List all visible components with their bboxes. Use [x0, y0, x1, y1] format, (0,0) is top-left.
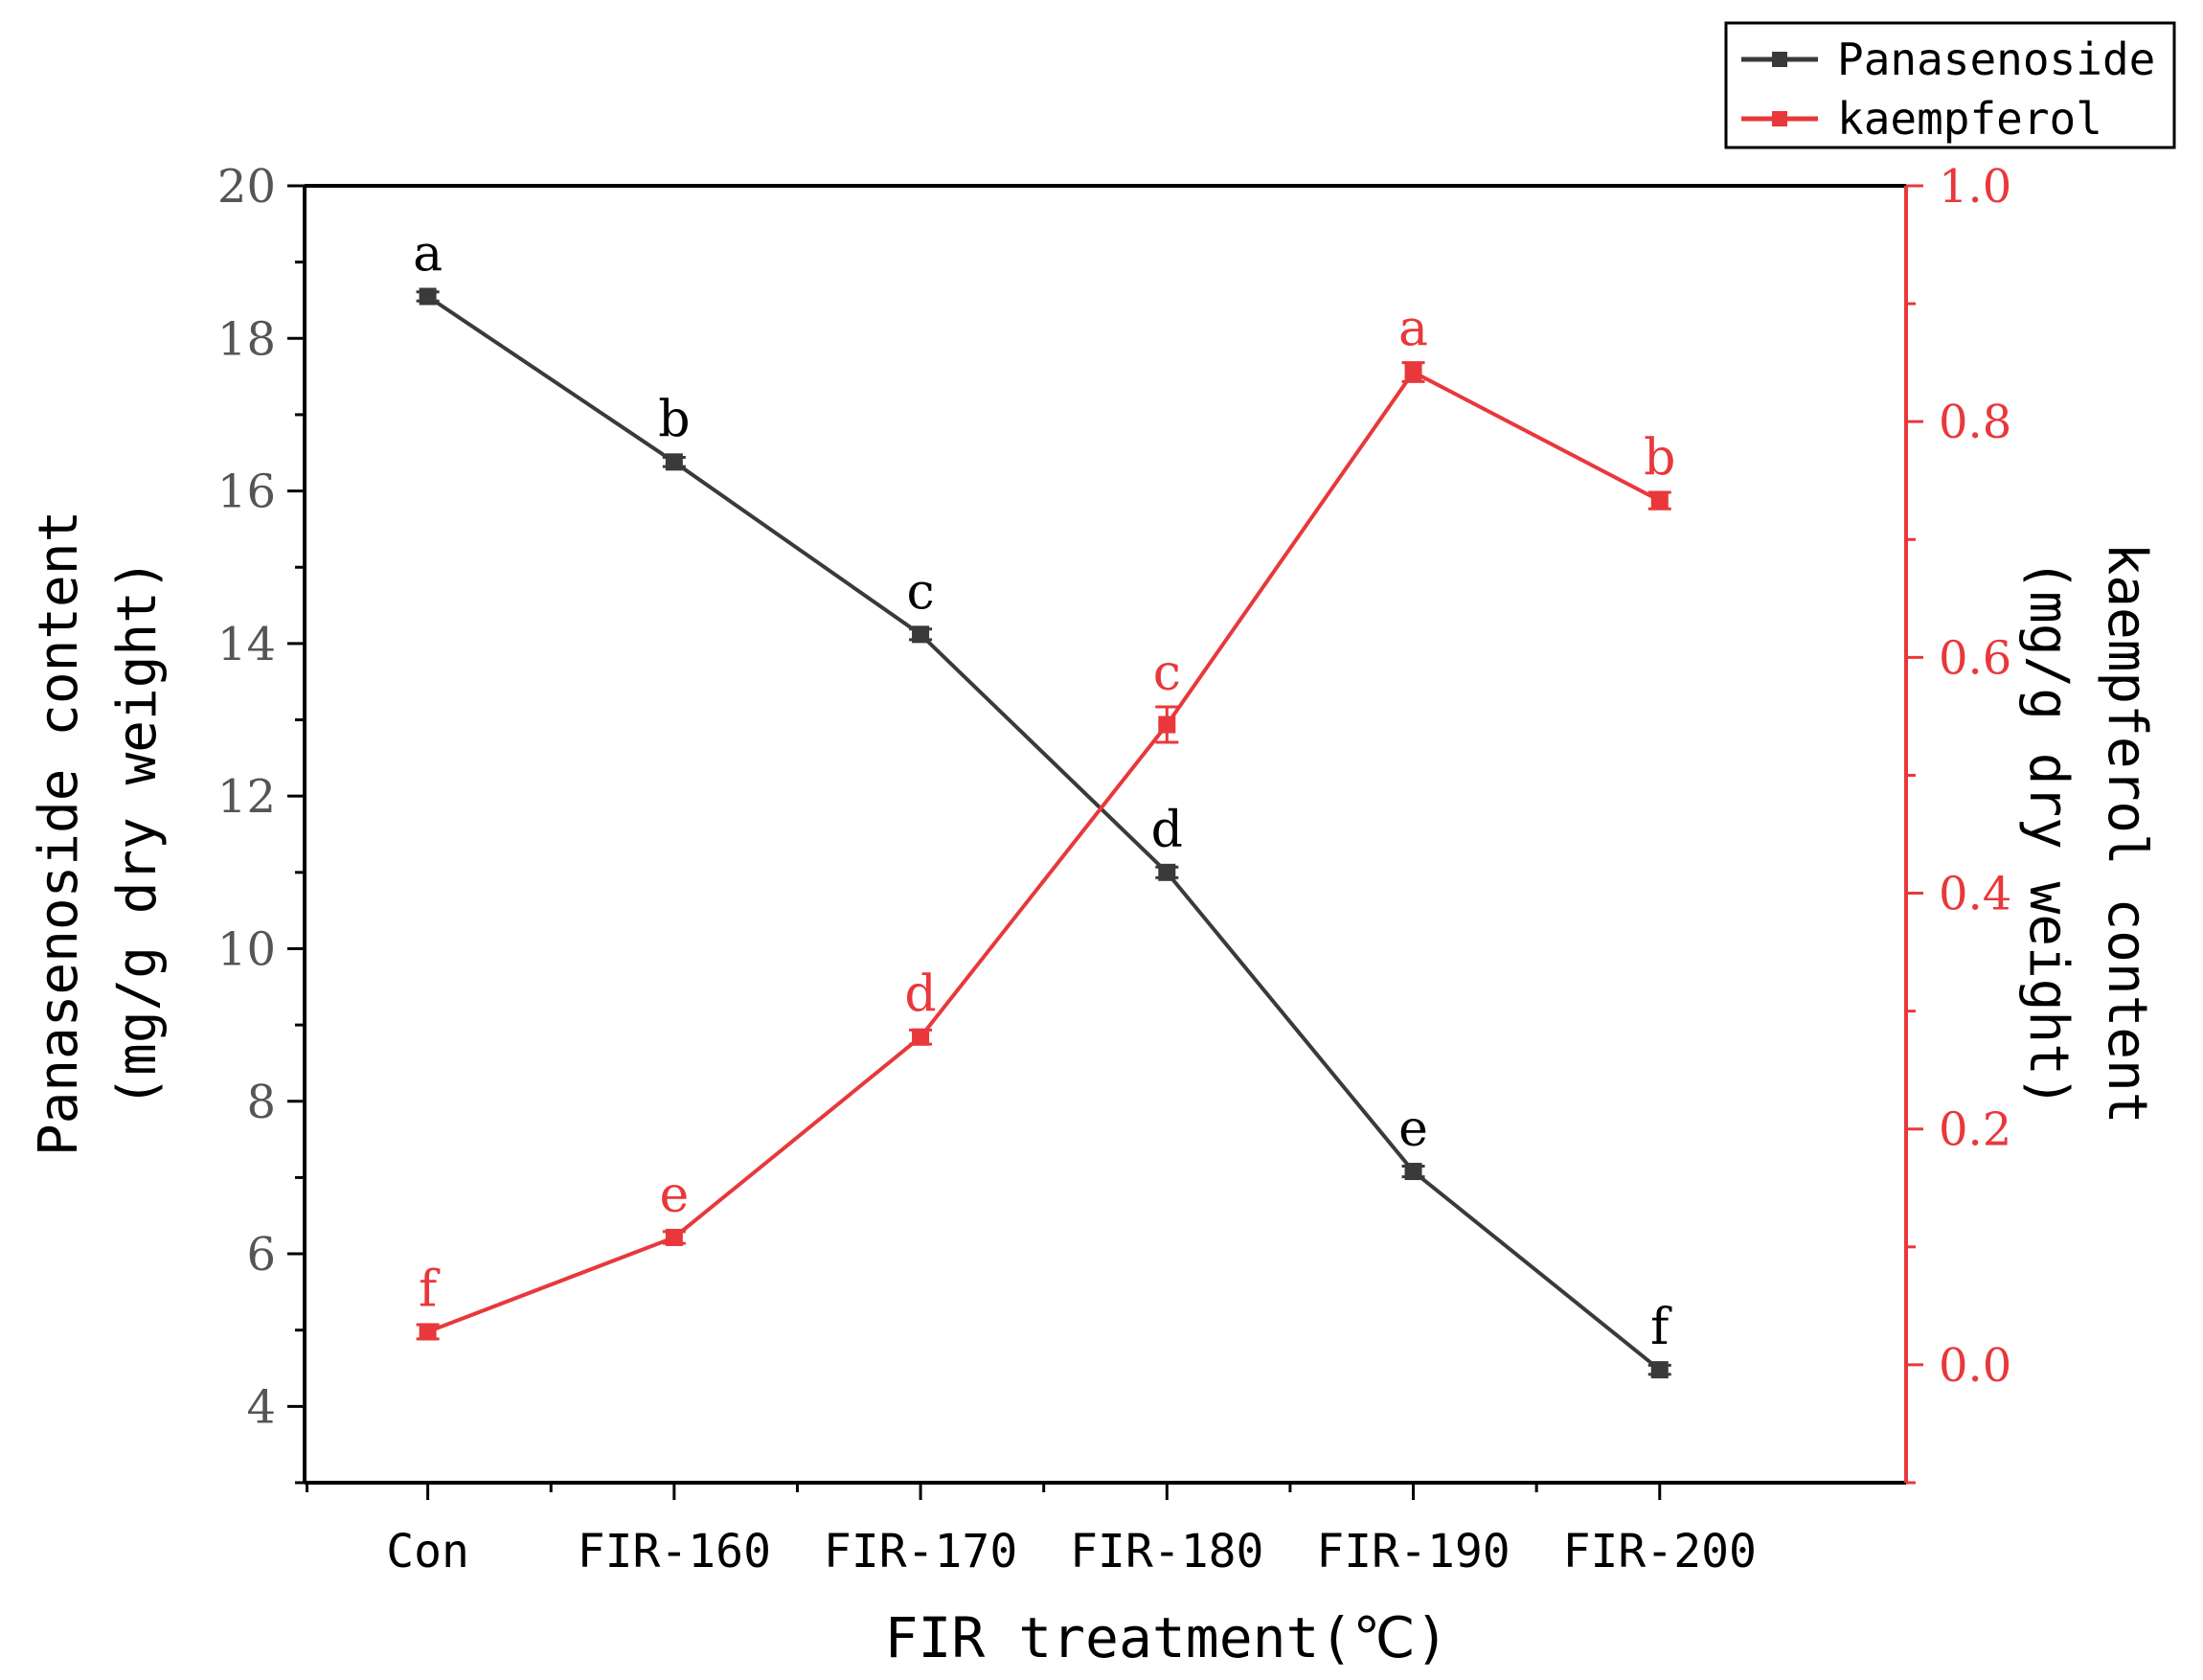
data-point — [1158, 863, 1176, 881]
right-tick-label: 0.2 — [1939, 1103, 2011, 1157]
left-tick-label: 6 — [246, 1228, 276, 1282]
left-tick-label: 18 — [217, 312, 276, 366]
legend-label-kaempferol: kaempferol — [1837, 93, 2102, 145]
data-point — [1158, 715, 1176, 734]
right-tick-label: 0.4 — [1939, 868, 2011, 921]
series-layer: a b c d e f f e d c a b — [413, 225, 1675, 1379]
x-tick-label: FIR-190 — [1316, 1525, 1510, 1578]
left-tick-label: 14 — [217, 618, 276, 671]
data-point — [419, 1323, 437, 1341]
significance-label: e — [659, 1167, 689, 1224]
significance-label: a — [1398, 301, 1428, 358]
right-tick-label: 0.0 — [1939, 1339, 2011, 1393]
data-point — [1404, 363, 1422, 381]
left-tick-label: 20 — [217, 160, 276, 214]
series-panasenoside: a b c d e f — [413, 225, 1672, 1379]
data-point — [665, 453, 683, 471]
left-tick-label: 8 — [246, 1076, 276, 1129]
left-y-axis-ticks: 4 6 8 10 12 14 16 18 20 — [217, 160, 305, 1485]
x-tick-label: FIR-200 — [1563, 1525, 1757, 1578]
data-point — [912, 1028, 930, 1046]
left-tick-label: 12 — [217, 770, 276, 824]
significance-label: b — [1644, 430, 1675, 488]
significance-label: e — [1398, 1101, 1428, 1158]
data-point — [665, 1228, 683, 1246]
x-axis-title: FIR treatment(℃) — [885, 1605, 1449, 1670]
legend-label-panasenoside: Panasenoside — [1837, 34, 2155, 85]
data-point — [1404, 1163, 1422, 1181]
data-point — [1650, 491, 1669, 510]
left-tick-label: 16 — [217, 465, 276, 519]
x-tick-label: FIR-160 — [578, 1525, 771, 1578]
left-tick-label: 4 — [246, 1380, 276, 1434]
legend-marker-kaempferol — [1772, 111, 1787, 126]
series-line — [426, 294, 1662, 1372]
significance-label: a — [413, 225, 443, 283]
x-tick-label: Con — [386, 1525, 469, 1578]
left-y-axis-title-line1: Panasenoside content — [28, 511, 90, 1156]
series-kaempferol: f e d c a b — [416, 301, 1675, 1341]
right-y-axis-title-line2: (mg/g dry weight) — [2017, 558, 2079, 1107]
significance-label: d — [1151, 802, 1183, 859]
left-y-axis-title: Panasenoside content (mg/g dry weight) — [28, 511, 169, 1156]
right-y-axis-title-line1: kaempferol content — [2096, 543, 2158, 1124]
significance-label: c — [1153, 645, 1181, 702]
data-point — [1650, 1361, 1669, 1379]
x-tick-label: FIR-180 — [1070, 1525, 1263, 1578]
right-tick-label: 0.8 — [1939, 396, 2011, 449]
data-point — [912, 625, 930, 644]
series-line — [426, 369, 1661, 1334]
significance-label: f — [1650, 1299, 1672, 1356]
significance-label: c — [907, 563, 935, 621]
x-tick-label: FIR-170 — [824, 1525, 1017, 1578]
significance-label: d — [904, 966, 936, 1024]
significance-label: b — [658, 391, 690, 448]
significance-label: f — [419, 1260, 441, 1318]
left-y-axis-title-line2: (mg/g dry weight) — [106, 558, 169, 1107]
legend: Panasenoside kaempferol — [1724, 21, 2176, 149]
x-axis-ticks: Con FIR-160 FIR-170 FIR-180 FIR-190 FIR-200 — [306, 1483, 1757, 1578]
left-tick-label: 10 — [217, 922, 276, 976]
right-tick-label: 1.0 — [1939, 160, 2011, 214]
data-point — [419, 287, 437, 306]
right-tick-label: 0.6 — [1939, 631, 2011, 685]
right-y-axis-title: kaempferol content (mg/g dry weight) — [2017, 543, 2158, 1124]
legend-marker-panasenoside — [1772, 52, 1787, 67]
legend-box — [1724, 21, 2176, 149]
right-y-axis-ticks: 0.0 0.2 0.4 0.6 0.8 1.0 — [1906, 160, 2011, 1485]
